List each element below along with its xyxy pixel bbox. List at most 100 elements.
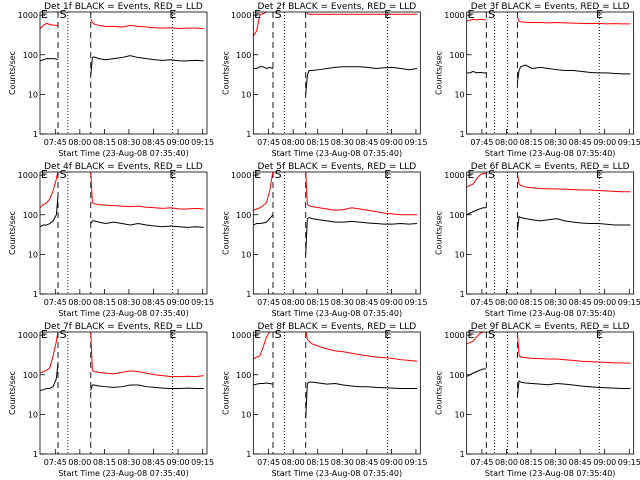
x-tick-label: 09:15 <box>618 138 640 147</box>
x-tick-label: 07:45 <box>44 298 67 307</box>
plot-frame <box>466 331 635 455</box>
x-tick-label: 08:15 <box>93 298 116 307</box>
x-tick-label: 08:45 <box>142 458 165 467</box>
series-line <box>253 332 418 362</box>
x-tick-label: 09:00 <box>167 138 190 147</box>
x-tick-label: 09:15 <box>404 298 427 307</box>
plot-frame <box>252 11 421 135</box>
chart-title: Det 9f BLACK = Events, RED = LLD <box>471 322 630 332</box>
x-tick-label: 08:45 <box>142 298 165 307</box>
event-label: E <box>467 168 474 181</box>
y-tick-label: 1000 <box>18 11 38 20</box>
x-tick-label: 09:00 <box>593 138 616 147</box>
y-tick-label: 100 <box>23 51 38 60</box>
x-axis-label: Start Time (23-Aug-08 07:35:40) <box>272 149 403 158</box>
series-line <box>253 214 418 255</box>
x-tick-label: 08:00 <box>495 138 518 147</box>
x-tick-label: 07:45 <box>257 458 280 467</box>
y-tick-label: 1000 <box>231 331 251 340</box>
y-axis-label: Counts/sec <box>221 51 230 95</box>
event-label: E <box>41 328 48 341</box>
event-label: E <box>41 8 48 21</box>
series-line <box>253 172 418 216</box>
x-tick-label: 08:30 <box>331 138 354 147</box>
x-tick-label: 08:30 <box>544 138 567 147</box>
series-line <box>40 332 204 378</box>
y-tick-label: 1 <box>246 450 251 459</box>
x-tick-label: 07:45 <box>257 138 280 147</box>
x-tick-label: 08:15 <box>306 138 329 147</box>
event-label: E <box>596 328 603 341</box>
panel: Det 3f BLACK = Events, RED = LLD Start Ti… <box>435 2 640 158</box>
event-label: E <box>384 328 391 341</box>
y-tick-label: 1000 <box>444 11 464 20</box>
plot-frame <box>39 331 208 455</box>
x-tick-label: 08:45 <box>569 298 592 307</box>
y-tick-label: 1 <box>33 290 38 299</box>
plot-frame <box>252 171 421 295</box>
x-tick-label: 08:15 <box>520 458 543 467</box>
x-tick-label: 08:00 <box>68 138 91 147</box>
y-tick-label: 100 <box>236 211 251 220</box>
event-label: E <box>384 168 391 181</box>
y-axis-label: Counts/sec <box>221 211 230 255</box>
x-tick-label: 08:30 <box>117 138 140 147</box>
y-axis-label: Counts/sec <box>8 371 17 415</box>
event-label: E <box>169 168 176 181</box>
series-line <box>466 332 631 364</box>
series-line <box>466 368 631 396</box>
x-tick-label: 07:45 <box>44 138 67 147</box>
event-label: S <box>60 8 67 21</box>
x-tick-label: 09:00 <box>380 458 403 467</box>
event-label: S <box>275 168 282 181</box>
x-tick-label: 09:15 <box>618 298 640 307</box>
panel: Det 7f BLACK = Events, RED = LLD Start Ti… <box>8 322 214 478</box>
x-tick-label: 09:15 <box>404 138 427 147</box>
x-tick-label: 08:45 <box>142 138 165 147</box>
y-tick-label: 1 <box>460 130 465 139</box>
y-tick-label: 100 <box>23 211 38 220</box>
x-tick-label: 08:15 <box>306 298 329 307</box>
event-label: E <box>467 328 474 341</box>
x-tick-label: 07:45 <box>470 138 493 147</box>
x-tick-label: 08:15 <box>93 458 116 467</box>
series-line <box>466 207 631 231</box>
y-tick-label: 1 <box>460 290 465 299</box>
series-line <box>40 172 204 210</box>
x-tick-label: 08:00 <box>495 458 518 467</box>
plot-frame <box>39 11 208 135</box>
panel: Det 2f BLACK = Events, RED = LLD Start Ti… <box>221 2 427 158</box>
x-tick-label: 09:15 <box>191 138 214 147</box>
event-label: S <box>488 328 495 341</box>
y-tick-label: 1000 <box>231 171 251 180</box>
x-tick-label: 08:45 <box>355 298 378 307</box>
chart-title: Det 8f BLACK = Events, RED = LLD <box>257 322 416 332</box>
y-tick-label: 10 <box>241 90 251 99</box>
y-tick-label: 1 <box>460 450 465 459</box>
x-tick-label: 08:15 <box>520 298 543 307</box>
plot-frame <box>252 331 421 455</box>
x-tick-label: 07:45 <box>470 298 493 307</box>
y-tick-label: 100 <box>449 51 464 60</box>
event-label: E <box>467 8 474 21</box>
x-tick-label: 09:00 <box>167 458 190 467</box>
x-axis-label: Start Time (23-Aug-08 07:35:40) <box>272 469 403 478</box>
y-tick-label: 1000 <box>231 11 251 20</box>
x-tick-label: 08:00 <box>495 298 518 307</box>
x-tick-label: 08:00 <box>282 458 305 467</box>
y-tick-label: 1 <box>33 450 38 459</box>
event-label: E <box>254 8 261 21</box>
event-label: E <box>254 168 261 181</box>
x-axis-label: Start Time (23-Aug-08 07:35:40) <box>58 309 189 318</box>
x-tick-label: 08:00 <box>282 138 305 147</box>
x-tick-label: 08:45 <box>355 458 378 467</box>
series-line <box>40 362 204 392</box>
series-line <box>253 66 418 95</box>
y-axis-label: Counts/sec <box>435 211 444 255</box>
plot-frame <box>39 171 208 295</box>
x-tick-label: 07:45 <box>470 458 493 467</box>
x-axis-label: Start Time (23-Aug-08 07:35:40) <box>485 469 616 478</box>
series-line <box>466 16 631 25</box>
x-tick-label: 08:45 <box>569 458 592 467</box>
event-label: E <box>169 8 176 21</box>
